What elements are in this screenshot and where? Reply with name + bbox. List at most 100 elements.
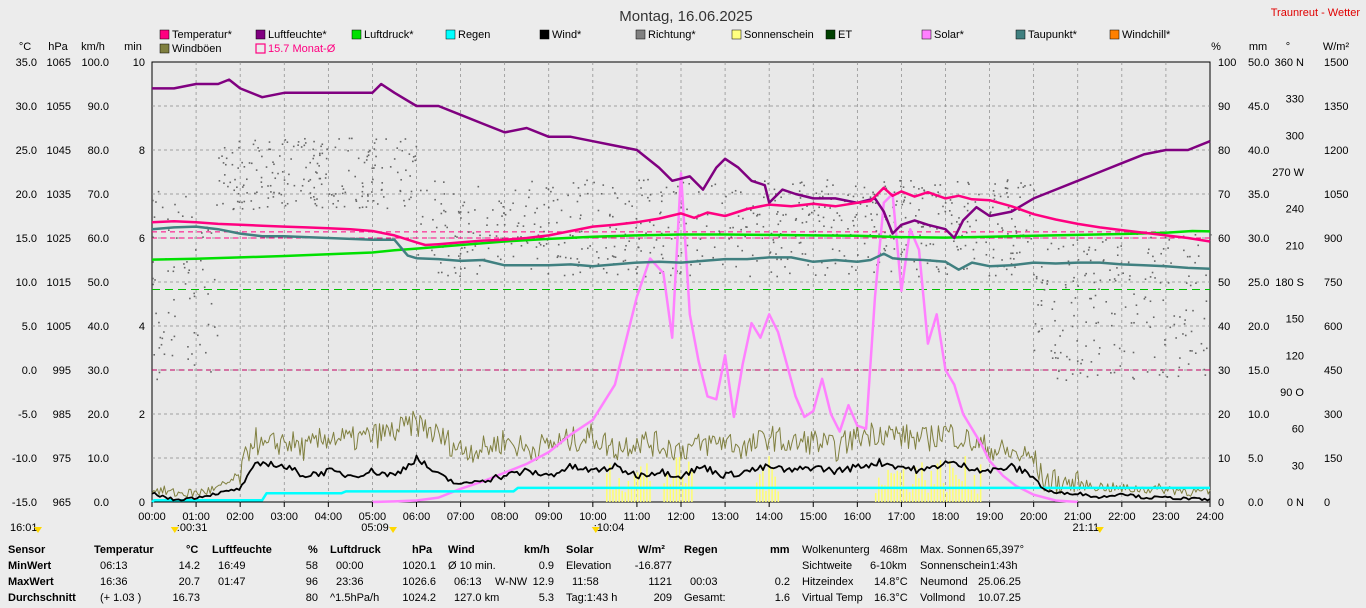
series-line-regen xyxy=(151,486,1210,503)
direction-dot xyxy=(1081,359,1084,361)
direction-dot xyxy=(1096,374,1099,376)
direction-dot xyxy=(1149,276,1152,278)
direction-dot xyxy=(1178,366,1181,369)
direction-dot xyxy=(670,274,672,277)
direction-dot xyxy=(801,221,804,224)
direction-dot xyxy=(1079,372,1082,374)
direction-dot xyxy=(241,201,243,204)
direction-dot xyxy=(641,194,643,197)
direction-dot xyxy=(216,204,218,206)
direction-dot xyxy=(1109,269,1111,272)
direction-dot xyxy=(808,213,811,216)
sunshine-bar xyxy=(915,467,917,502)
direction-dot xyxy=(278,192,281,195)
direction-dot xyxy=(679,272,681,275)
direction-dot xyxy=(900,185,902,188)
direction-dot xyxy=(305,166,307,169)
direction-dot xyxy=(376,203,379,205)
direction-dot xyxy=(320,145,322,148)
direction-dot xyxy=(918,188,920,190)
direction-dot xyxy=(1189,350,1192,352)
direction-dot xyxy=(1089,259,1092,262)
right-axis-tick: 90 xyxy=(1218,101,1230,113)
direction-dot xyxy=(854,185,857,188)
direction-dot xyxy=(1006,180,1009,183)
direction-dot xyxy=(883,181,886,183)
direction-dot xyxy=(913,260,916,263)
direction-dot xyxy=(957,248,959,251)
direction-dot xyxy=(367,195,369,197)
direction-dot xyxy=(776,275,779,278)
wind-unit: km/h xyxy=(524,544,550,556)
direction-dot xyxy=(910,180,912,182)
direction-dot xyxy=(772,241,775,244)
sunshine-bar xyxy=(765,491,767,502)
direction-dot xyxy=(600,192,603,195)
direction-dot xyxy=(872,191,874,194)
direction-dot xyxy=(636,266,639,268)
direction-dot xyxy=(238,201,241,203)
direction-dot xyxy=(1010,273,1013,276)
direction-dot xyxy=(635,268,637,270)
direction-dot xyxy=(201,232,203,234)
direction-dot xyxy=(202,268,204,271)
direction-dot xyxy=(680,251,683,254)
direction-dot xyxy=(640,250,642,252)
right-axis-tick: 300 xyxy=(1324,409,1342,421)
direction-dot xyxy=(341,192,344,195)
direction-dot xyxy=(328,193,331,195)
direction-dot xyxy=(1124,306,1127,308)
direction-dot xyxy=(647,196,649,199)
direction-dot xyxy=(367,151,370,153)
direction-dot xyxy=(1029,184,1032,186)
direction-dot xyxy=(1073,314,1075,317)
direction-dot xyxy=(1128,278,1131,281)
stats-temperatur-col: Temperatur °C 06:13 14.2 16:36 20.7 (+ 1… xyxy=(94,540,206,608)
direction-dot xyxy=(1058,370,1060,373)
direction-dot xyxy=(1187,363,1190,365)
direction-dot xyxy=(270,191,272,193)
x-axis-tick: 08:00 xyxy=(491,511,519,523)
direction-dot xyxy=(992,248,995,251)
direction-dot xyxy=(801,253,804,255)
direction-dot xyxy=(579,271,582,274)
direction-dot xyxy=(193,295,196,298)
direction-dot xyxy=(319,177,322,180)
direction-dot xyxy=(815,192,818,195)
direction-dot xyxy=(1150,236,1152,239)
right-axis-tick: 0.0 xyxy=(1248,497,1263,509)
direction-dot xyxy=(1025,229,1028,232)
direction-dot xyxy=(272,196,275,198)
day-marker-moonrise: :00:31 xyxy=(177,522,208,534)
max-sun-label: Max. Sonnen xyxy=(920,544,985,556)
direction-dot xyxy=(533,223,536,226)
direction-dot xyxy=(685,222,687,225)
direction-dot xyxy=(170,339,173,341)
direction-dot xyxy=(293,184,296,187)
direction-dot xyxy=(517,222,520,224)
direction-dot xyxy=(1084,274,1086,277)
left-axis-tick: 8 xyxy=(139,145,145,157)
direction-dot xyxy=(405,169,407,172)
direction-dot xyxy=(338,138,340,140)
direction-dot xyxy=(163,353,166,356)
direction-dot xyxy=(1158,374,1161,376)
direction-dot xyxy=(616,197,619,199)
direction-dot xyxy=(214,326,216,328)
direction-dot xyxy=(412,156,415,158)
direction-dot xyxy=(461,247,463,249)
direction-dot xyxy=(520,236,522,238)
direction-dot xyxy=(949,199,952,201)
direction-dot xyxy=(609,213,611,216)
direction-dot xyxy=(1038,330,1041,333)
direction-dot xyxy=(396,171,399,174)
direction-dot xyxy=(1006,192,1008,194)
legend-swatch-windchill xyxy=(1109,29,1120,40)
direction-dot xyxy=(499,258,502,261)
direction-dot xyxy=(155,201,157,203)
direction-dot xyxy=(1113,278,1116,280)
direction-dot xyxy=(824,274,826,276)
direction-dot xyxy=(435,226,438,229)
direction-dot xyxy=(798,242,801,244)
direction-dot xyxy=(597,209,600,212)
